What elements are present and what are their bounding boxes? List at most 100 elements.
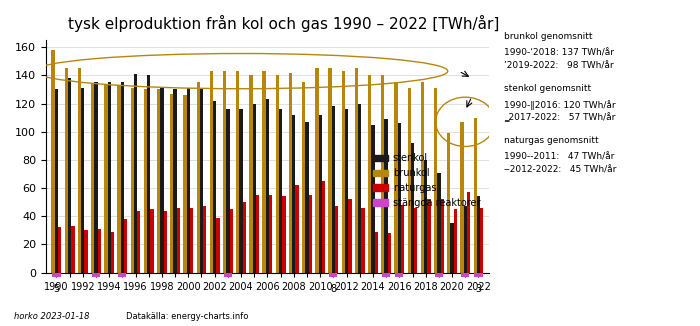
Bar: [467, 192, 470, 273]
Bar: [174, 89, 176, 273]
Bar: [118, 273, 127, 277]
Text: tysk elproduktion från kol och gas 1990 – 2022 [TWh/år]: tysk elproduktion från kol och gas 1990 …: [68, 15, 499, 32]
Bar: [64, 68, 68, 273]
Text: 3: 3: [475, 284, 482, 294]
Bar: [305, 122, 309, 273]
Bar: [355, 68, 358, 273]
Bar: [463, 206, 467, 273]
Bar: [71, 226, 74, 273]
Bar: [262, 71, 266, 273]
Bar: [276, 75, 279, 273]
Bar: [315, 68, 318, 273]
Bar: [473, 118, 477, 273]
Text: 1990-‖2016: 120 TWh/år: 1990-‖2016: 120 TWh/år: [504, 100, 615, 110]
Bar: [164, 211, 167, 273]
Bar: [450, 223, 454, 273]
Bar: [295, 185, 299, 273]
Bar: [348, 199, 351, 273]
Bar: [411, 143, 414, 273]
Bar: [407, 88, 411, 273]
Bar: [230, 209, 233, 273]
Bar: [118, 85, 120, 273]
Bar: [55, 89, 58, 273]
Bar: [157, 89, 160, 273]
Bar: [134, 74, 137, 273]
Bar: [440, 199, 444, 273]
Bar: [322, 181, 325, 273]
Text: stenkol genomsnitt: stenkol genomsnitt: [504, 84, 591, 93]
Bar: [210, 71, 213, 273]
Bar: [137, 211, 141, 273]
Bar: [81, 88, 85, 273]
Bar: [395, 273, 403, 277]
Bar: [147, 75, 150, 273]
Bar: [256, 195, 259, 273]
Legend: stenkol, brunkol, naturgas, stängda reaktorer: stenkol, brunkol, naturgas, stängda reak…: [370, 150, 484, 212]
Bar: [461, 273, 470, 277]
Bar: [68, 78, 71, 273]
Bar: [104, 84, 108, 273]
Bar: [170, 94, 174, 273]
Bar: [213, 101, 216, 273]
Bar: [358, 104, 361, 273]
Bar: [434, 88, 438, 273]
Bar: [282, 197, 286, 273]
Bar: [92, 273, 100, 277]
Bar: [111, 232, 114, 273]
Bar: [368, 75, 371, 273]
Bar: [216, 217, 220, 273]
Bar: [269, 195, 272, 273]
Text: brunkol genomsnitt: brunkol genomsnitt: [504, 32, 592, 41]
Bar: [382, 75, 384, 273]
Bar: [224, 273, 232, 277]
Bar: [52, 50, 55, 273]
Text: 8: 8: [330, 284, 337, 294]
Bar: [197, 82, 199, 273]
Bar: [160, 88, 164, 273]
Bar: [384, 119, 388, 273]
Bar: [183, 95, 187, 273]
Bar: [461, 122, 463, 273]
Bar: [328, 68, 332, 273]
Bar: [266, 99, 269, 273]
Bar: [58, 228, 62, 273]
Bar: [78, 68, 81, 273]
Bar: [249, 75, 253, 273]
Text: 1990-‘2018: 137 TWh/år: 1990-‘2018: 137 TWh/år: [504, 49, 614, 57]
Bar: [91, 84, 94, 273]
Bar: [239, 109, 243, 273]
Bar: [124, 219, 127, 273]
Text: ‒2012-2022:   45 TWh/år: ‒2012-2022: 45 TWh/år: [504, 166, 617, 175]
Bar: [243, 202, 246, 273]
Bar: [371, 125, 374, 273]
Bar: [94, 82, 97, 273]
Bar: [131, 88, 134, 273]
Bar: [477, 197, 480, 273]
Bar: [279, 109, 282, 273]
Bar: [176, 208, 180, 273]
Bar: [332, 106, 335, 273]
Bar: [394, 82, 398, 273]
Bar: [427, 199, 430, 273]
Bar: [144, 89, 147, 273]
Bar: [302, 82, 305, 273]
Bar: [475, 273, 482, 277]
Bar: [236, 71, 239, 273]
Bar: [447, 133, 450, 273]
Bar: [382, 273, 390, 277]
Text: 5: 5: [53, 284, 60, 294]
Bar: [335, 206, 338, 273]
Bar: [401, 205, 405, 273]
Text: ’2019-2022:   98 TWh/år: ’2019-2022: 98 TWh/år: [504, 62, 614, 70]
Bar: [226, 109, 230, 273]
Bar: [309, 195, 312, 273]
Text: ‗2017-2022:   57 TWh/år: ‗2017-2022: 57 TWh/år: [504, 113, 615, 123]
Bar: [438, 172, 440, 273]
Bar: [85, 230, 88, 273]
Bar: [150, 209, 154, 273]
Bar: [187, 88, 190, 273]
Bar: [454, 209, 457, 273]
Bar: [52, 273, 60, 277]
Bar: [97, 229, 101, 273]
Bar: [388, 233, 391, 273]
